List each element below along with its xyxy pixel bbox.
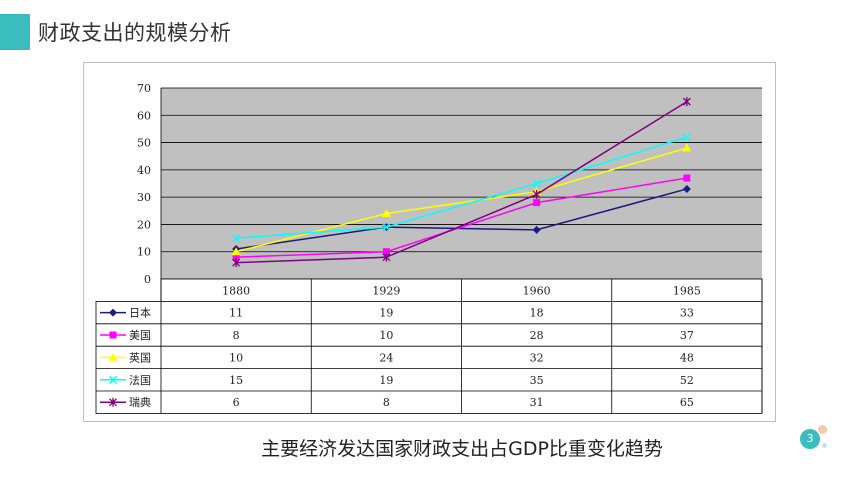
x-category-label: 1929 — [372, 285, 400, 298]
data-point — [533, 199, 541, 207]
legend-key-marker — [109, 397, 117, 407]
legend-label: 瑞典 — [129, 395, 151, 409]
legend-label: 美国 — [129, 329, 151, 342]
table-value-cell: 24 — [379, 351, 393, 364]
title-accent-bar — [0, 14, 30, 50]
slide-title: 财政支出的规模分析 — [38, 21, 232, 45]
y-tick-label: 70 — [137, 82, 151, 95]
table-value-cell: 6 — [233, 396, 240, 409]
data-point — [232, 253, 240, 261]
legend-label: 英国 — [129, 350, 151, 364]
table-body — [95, 300, 763, 414]
x-category-label: 1960 — [523, 285, 551, 298]
data-point — [683, 174, 691, 182]
table-value-cell: 8 — [383, 396, 390, 409]
x-category-label: 1880 — [222, 285, 250, 298]
page-number-badge: 3 — [800, 429, 820, 449]
decor-dot-teal — [822, 443, 827, 448]
data-point — [532, 189, 541, 199]
chart-caption: 主要经济发达国家财政支出占GDP比重变化趋势 — [261, 438, 663, 460]
decor-dot-orange — [818, 425, 827, 434]
table-value-cell: 10 — [379, 329, 393, 342]
table-value-cell: 19 — [379, 307, 393, 320]
plot-area — [161, 88, 762, 279]
data-point — [232, 234, 241, 243]
legend-key-marker — [109, 308, 117, 317]
legend-key-marker — [108, 352, 118, 361]
data-point — [382, 223, 391, 232]
legend-label: 法国 — [129, 373, 151, 387]
data-point — [682, 133, 691, 142]
table-value-cell: 31 — [530, 396, 544, 409]
table-value-cell: 37 — [680, 329, 694, 342]
y-tick-label: 20 — [137, 218, 151, 231]
legend-label: 日本 — [129, 306, 151, 320]
y-tick-label: 40 — [137, 164, 151, 177]
data-point — [682, 143, 692, 152]
legend-key-marker — [109, 375, 117, 384]
table-value-cell: 10 — [229, 351, 243, 364]
series-line — [236, 101, 688, 264]
table-value-cell: 52 — [680, 374, 694, 387]
table-value-cell: 65 — [680, 396, 694, 409]
data-point — [532, 179, 541, 188]
data-point — [682, 184, 691, 193]
y-tick-label: 30 — [137, 191, 151, 204]
y-tick-label: 60 — [137, 109, 151, 122]
chart-frame: 0 10 20 30 40 50 60 70 1880 1929 1960 1985 日本 11 19 18 3… — [83, 62, 776, 422]
data-point — [232, 258, 241, 268]
table-value-cell: 19 — [379, 374, 393, 387]
data-point — [382, 252, 391, 262]
line-chart: 0 10 20 30 40 50 60 70 1880 1929 1960 1985 日本 11 19 18 3… — [95, 82, 763, 414]
table-value-cell: 8 — [233, 329, 240, 342]
table-value-cell: 28 — [530, 329, 544, 342]
table-value-cell: 33 — [680, 307, 694, 320]
table-value-cell: 15 — [229, 374, 243, 387]
table-value-cell: 18 — [530, 307, 544, 320]
series-line — [236, 188, 688, 250]
legend-key-marker — [109, 331, 117, 339]
table-value-cell: 32 — [530, 351, 544, 364]
y-tick-label: 50 — [137, 137, 151, 150]
data-point — [231, 247, 241, 256]
data-point — [381, 209, 391, 218]
series-line — [236, 136, 688, 239]
series-line — [236, 177, 687, 258]
table-value-cell: 11 — [229, 307, 243, 320]
data-point — [532, 225, 541, 234]
y-tick-label: 0 — [144, 273, 151, 286]
table-value-cell: 35 — [530, 374, 544, 387]
data-point — [382, 248, 390, 256]
data-point — [682, 97, 691, 107]
x-category-label: 1985 — [673, 285, 701, 298]
y-tick-label: 10 — [137, 246, 151, 259]
table-value-cell: 48 — [680, 351, 694, 364]
